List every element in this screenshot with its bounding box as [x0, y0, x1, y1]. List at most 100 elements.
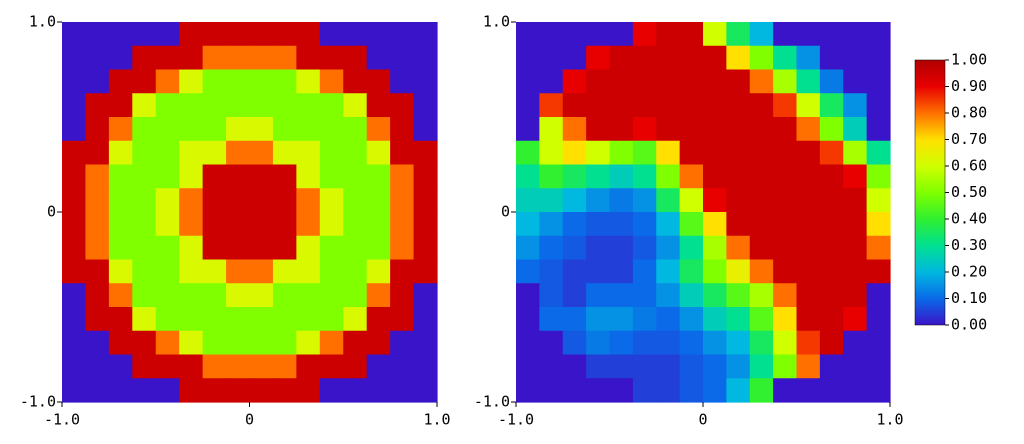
heatmap-cell	[226, 283, 251, 308]
heatmap-cell	[343, 354, 368, 379]
heatmap-cell	[749, 330, 774, 356]
heatmap-cell	[866, 354, 891, 379]
heatmap-cell	[586, 45, 611, 71]
heatmap-cell	[679, 69, 704, 94]
heatmap-cell	[586, 283, 611, 308]
heatmap-cell	[539, 212, 564, 237]
heatmap-cell	[179, 307, 204, 332]
heatmap-cell	[516, 164, 540, 189]
heatmap-cell	[296, 378, 321, 403]
heatmap-cell	[796, 354, 821, 379]
heatmap-cell	[586, 93, 611, 118]
heatmap-cell	[390, 117, 415, 142]
heatmap-cell	[843, 212, 868, 237]
heatmap-cell	[749, 307, 774, 332]
heatmap-cell	[202, 235, 227, 261]
heatmap-cell	[85, 259, 110, 284]
heatmap-cell	[319, 212, 344, 237]
heatmap-cell	[108, 212, 133, 237]
heatmap-cell	[703, 283, 727, 308]
heatmap-cell	[132, 330, 157, 356]
heatmap-cell	[272, 117, 297, 142]
heatmap-cell	[390, 45, 415, 71]
heatmap-cell	[679, 117, 704, 142]
heatmap-cell	[726, 164, 751, 189]
heatmap-cell	[843, 93, 868, 118]
heatmap-cell	[866, 330, 891, 356]
heatmap-cell	[843, 164, 868, 189]
x-tick-label: 0	[245, 411, 254, 429]
heatmap-cell	[539, 45, 564, 71]
heatmap-cell	[656, 140, 681, 166]
heatmap-cell	[202, 330, 227, 356]
heatmap-cell	[366, 164, 391, 189]
heatmap-cell	[155, 22, 180, 47]
heatmap-cell	[773, 45, 798, 71]
heatmap-cell	[703, 22, 727, 47]
heatmap-cell	[562, 235, 587, 261]
heatmap-cell	[773, 307, 798, 332]
heatmap-cell	[679, 330, 704, 356]
heatmap-cell	[773, 235, 798, 261]
heatmap-cell	[562, 330, 587, 356]
heatmap-cell	[703, 69, 727, 94]
heatmap-cell	[226, 22, 251, 47]
heatmap-cell	[108, 69, 133, 94]
heatmap-cell	[343, 69, 368, 94]
heatmap-cell	[866, 69, 891, 94]
heatmap-cell	[85, 117, 110, 142]
heatmap-cell	[516, 45, 540, 71]
heatmap-cell	[132, 140, 157, 166]
heatmap-cell	[319, 235, 344, 261]
heatmap-cell	[703, 307, 727, 332]
heatmap-cell	[390, 212, 415, 237]
heatmap-cell	[726, 307, 751, 332]
colorbar	[914, 59, 946, 326]
heatmap-cell	[749, 378, 774, 403]
heatmap-cell	[726, 259, 751, 284]
heatmap-cell	[773, 283, 798, 308]
heatmap-cell	[703, 188, 727, 213]
y-tick-label: 1.0	[483, 13, 510, 31]
heatmap-cell	[609, 307, 634, 332]
heatmap-cell	[249, 69, 274, 94]
heatmap-cell	[539, 283, 564, 308]
heatmap-cell	[108, 235, 133, 261]
heatmap-cell	[272, 235, 297, 261]
heatmap-cell	[703, 378, 727, 403]
heatmap-cell	[108, 140, 133, 166]
y-tick-label: 1.0	[29, 13, 56, 31]
heatmap-cell	[179, 212, 204, 237]
heatmap-cell	[516, 283, 540, 308]
heatmap-cell	[62, 283, 87, 308]
heatmap-cell	[366, 45, 391, 71]
heatmap-cell	[562, 283, 587, 308]
heatmap-cell	[390, 378, 415, 403]
heatmap-cell	[609, 378, 634, 403]
heatmap-cell	[539, 164, 564, 189]
heatmap-cell	[773, 212, 798, 237]
heatmap-cell	[562, 117, 587, 142]
heatmap-cell	[226, 330, 251, 356]
heatmap-cell	[632, 235, 657, 261]
heatmap-cell	[516, 259, 540, 284]
heatmap-cell	[108, 330, 133, 356]
heatmap-cell	[343, 188, 368, 213]
heatmap-cell	[319, 259, 344, 284]
heatmap-cell	[703, 45, 727, 71]
heatmap-cell	[726, 378, 751, 403]
heatmap-cell	[272, 93, 297, 118]
heatmap-cell	[562, 45, 587, 71]
heatmap-cell	[85, 212, 110, 237]
heatmap-cell	[202, 45, 227, 71]
heatmap-cell	[179, 354, 204, 379]
heatmap-cell	[656, 69, 681, 94]
heatmap-cell	[132, 93, 157, 118]
heatmap-cell	[366, 283, 391, 308]
colorbar-tick-label: 1.00	[951, 51, 987, 69]
heatmap-cell	[703, 235, 727, 261]
x-tick-label: -1.0	[498, 411, 534, 429]
heatmap-cell	[249, 45, 274, 71]
heatmap-cell	[413, 235, 438, 261]
